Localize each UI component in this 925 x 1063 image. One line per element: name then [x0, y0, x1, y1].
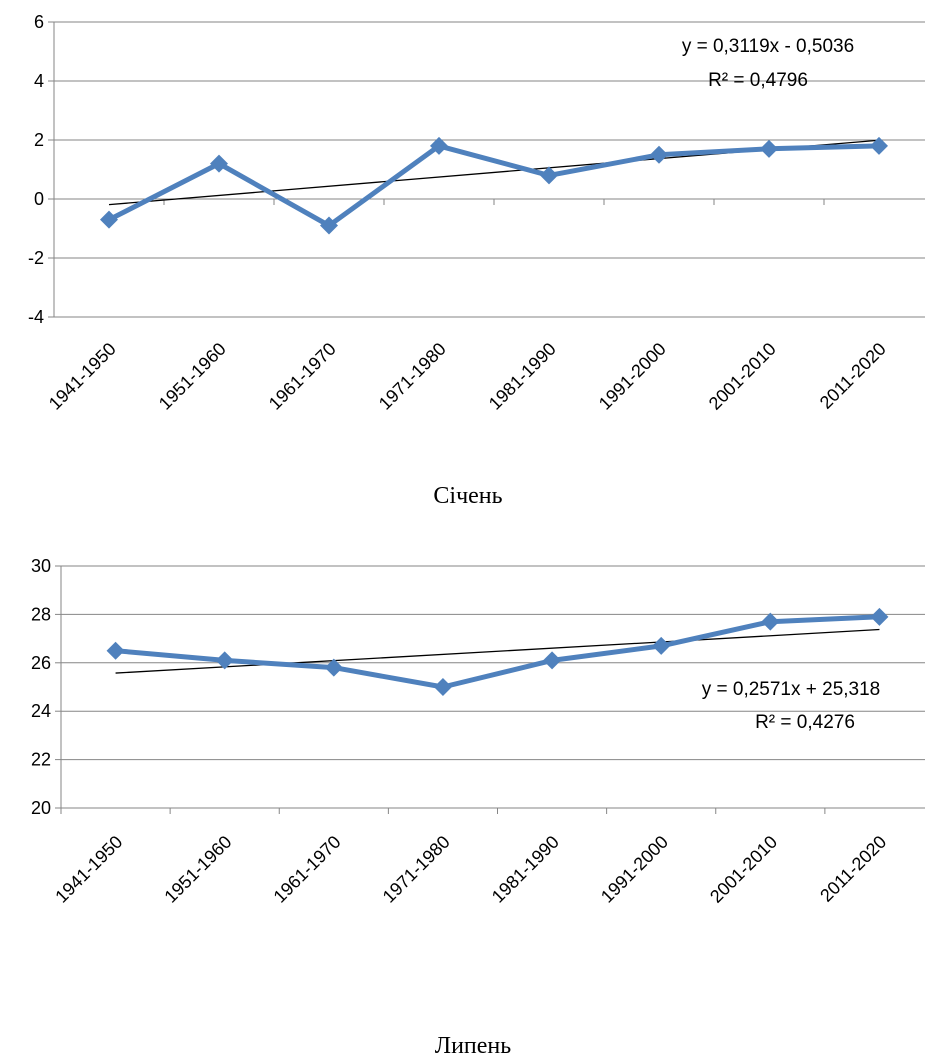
trendline-r-squared: R² = 0,4276	[755, 712, 855, 733]
data-point-marker	[760, 139, 778, 158]
data-point-marker	[100, 210, 118, 229]
series-line	[115, 614, 880, 690]
series-line	[107, 143, 880, 229]
series-polyline	[107, 143, 880, 229]
y-tick-label: 24	[31, 701, 51, 721]
x-tick-label: 1981-1990	[488, 832, 563, 907]
series-polyline	[115, 614, 880, 690]
x-tick-label: 1941-1950	[51, 832, 126, 907]
data-point-marker	[870, 607, 889, 626]
x-tick-label: 1971-1980	[375, 339, 450, 414]
y-tick-label: -2	[28, 248, 44, 268]
trendline-r-squared: R² = 0,4796	[708, 70, 808, 91]
x-tick-label: 1991-2000	[595, 339, 670, 414]
y-tick-label: 22	[31, 750, 51, 770]
data-point-marker	[652, 636, 671, 655]
y-tick-label: 30	[31, 556, 51, 576]
data-point-marker	[324, 658, 343, 677]
data-point-marker	[650, 145, 668, 164]
trendline	[115, 628, 880, 674]
data-point-marker	[543, 651, 562, 670]
y-tick-label: 4	[34, 71, 44, 91]
data-point-marker	[761, 612, 780, 631]
y-tick-label: 2	[34, 130, 44, 150]
data-point-marker	[106, 641, 125, 660]
y-tick-labels: 20 22 24 26 28 30	[31, 556, 51, 818]
y-tick-label: 0	[34, 189, 44, 209]
x-tick-labels: 1941-1950 1951-1960 1961-1970 1971-1980 1981…	[51, 832, 890, 907]
x-tick-label: 1951-1960	[160, 832, 235, 907]
data-point-marker	[320, 216, 338, 235]
y-tick-label: -4	[28, 307, 44, 327]
x-tick-label: 2011-2020	[816, 832, 890, 906]
x-tick-label: 2001-2010	[706, 832, 781, 907]
x-tick-label: 1971-1980	[379, 832, 454, 907]
data-point-marker	[870, 136, 888, 155]
data-point-marker	[210, 154, 228, 173]
x-tick-label: 2011-2020	[816, 339, 890, 413]
chart-caption: Липень	[435, 1033, 511, 1059]
y-tick-label: 6	[34, 12, 44, 32]
axes	[60, 566, 925, 814]
grid-lines	[48, 21, 925, 318]
trendline-line	[115, 628, 880, 674]
chart-caption: Січень	[433, 483, 502, 509]
data-point-marker	[433, 678, 452, 696]
trendline-equation: y = 0,2571x + 25,318	[702, 679, 881, 700]
chart-july: 20 22 24 26 28 30 1941-1950 1951-1960 1961-1970…	[31, 556, 925, 1059]
y-tick-label: 26	[31, 653, 51, 673]
x-tick-label: 2001-2010	[705, 339, 780, 414]
x-tick-label: 1961-1970	[265, 339, 340, 414]
y-tick-labels: -4 -2 0 2 4 6	[28, 12, 44, 327]
x-tick-label: 1981-1990	[485, 339, 560, 414]
x-tick-label: 1951-1960	[155, 339, 230, 414]
x-tick-label: 1941-1950	[45, 339, 120, 414]
data-point-marker	[540, 166, 558, 185]
series-markers	[100, 136, 888, 235]
y-tick-label: 20	[31, 798, 51, 818]
x-tick-label: 1991-2000	[597, 832, 672, 907]
axes	[53, 22, 925, 317]
data-point-marker	[430, 136, 448, 155]
series-markers	[106, 607, 889, 696]
trendline-equation: y = 0,3119x - 0,5036	[682, 36, 854, 57]
x-tick-label: 1961-1970	[270, 832, 345, 907]
y-tick-label: 28	[31, 604, 51, 624]
x-tick-labels: 1941-1950 1951-1960 1961-1970 1971-1980 1981…	[45, 339, 890, 414]
chart-january: -4 -2 0 2 4 6 1941-1950 1951-1960 1961-1970 1971…	[28, 12, 925, 509]
data-point-marker	[215, 651, 234, 670]
